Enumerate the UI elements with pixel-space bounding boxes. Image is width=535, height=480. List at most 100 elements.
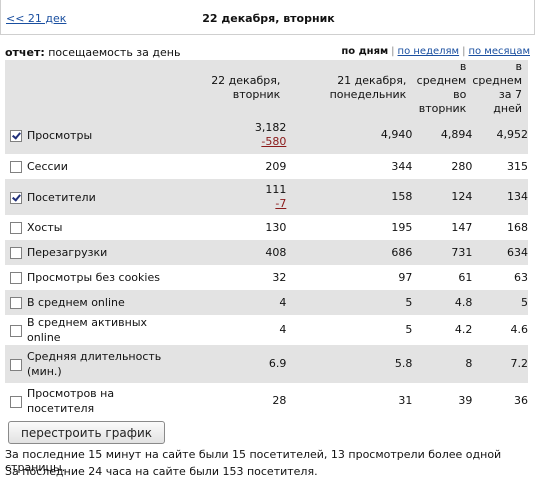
value-text: 4,952 — [496, 128, 529, 141]
text-line: Просмотры без cookies — [27, 271, 160, 284]
value-text: 7.2 — [510, 357, 529, 370]
metric-value-c1: 209 — [180, 154, 286, 179]
metric-name: Просмотров на посетителя — [27, 383, 180, 419]
value-text: 280 — [451, 159, 473, 173]
table-header-row: 22 декабря, вторник 21 декабря, понедельни… — [5, 60, 528, 116]
row-checkbox-cell — [5, 383, 27, 419]
value-difference-link[interactable]: -7 — [275, 197, 287, 210]
text-line: В среднем активных online — [27, 316, 148, 344]
text-line: Перезагрузки — [27, 246, 108, 259]
metric-value-c4: 5 — [472, 290, 528, 315]
metric-checkbox[interactable] — [10, 247, 22, 259]
table-row: Просмотров на посетителя 28 31 39 36 — [5, 383, 528, 419]
text-line: понедельник — [329, 88, 407, 101]
metric-value-c2: 5 — [286, 290, 412, 315]
value-text: 134 — [507, 190, 528, 203]
metric-checkbox[interactable] — [10, 324, 22, 337]
metric-value-c2: 4,940 — [286, 116, 413, 154]
metric-name: Хосты — [27, 215, 180, 240]
value-text: 147 — [451, 220, 473, 234]
row-checkbox-cell — [5, 116, 27, 154]
text-line: В среднем online — [27, 296, 125, 309]
metric-checkbox[interactable] — [10, 358, 22, 371]
text-line: Сессии — [27, 160, 68, 173]
value-text: 195 — [391, 220, 413, 234]
metric-value-c1: 32 — [180, 265, 286, 290]
metric-checkbox[interactable] — [10, 297, 22, 309]
row-checkbox-cell — [5, 315, 27, 345]
value-text: 130 — [265, 220, 287, 234]
table-row: Средняя длительность (мин.) 6.9 5.8 8 7.2 — [5, 345, 528, 383]
text-line: посетителя — [27, 402, 95, 415]
report-label: отчет: — [5, 46, 45, 59]
text-line: вторник — [418, 102, 467, 115]
metric-value-c4: 4.6 — [472, 315, 529, 345]
row-checkbox-cell — [5, 345, 27, 383]
value-text: 686 — [391, 245, 413, 259]
value-text: 63 — [514, 270, 528, 284]
stats-table: 22 декабря, вторник 21 декабря, понедельни… — [5, 60, 528, 419]
period-month-link[interactable]: по месяцам — [468, 46, 530, 57]
metric-value-c2: 5 — [286, 315, 412, 345]
text-line: в среднем — [416, 60, 467, 87]
period-separator: | — [462, 46, 466, 57]
row-checkbox-cell — [5, 240, 27, 265]
period-week-link[interactable]: по неделям — [397, 46, 460, 57]
metric-value-c4: 7.2 — [472, 345, 529, 383]
table-row: Перезагрузки 408 686 731 634 — [5, 240, 528, 265]
metric-value-c3: 61 — [412, 265, 472, 290]
metric-value-c3: 280 — [412, 154, 472, 179]
value-text: 4.2 — [454, 323, 473, 336]
daily-visitors-note: За последние 24 часа на сайте были 153 п… — [5, 465, 318, 478]
recent-visitors-note: За последние 15 минут на сайте были 15 п… — [5, 448, 502, 474]
metric-name: Средняя длительность (мин.) — [27, 345, 180, 383]
metric-name: Сессии — [27, 154, 180, 179]
value-text: 4.8 — [454, 295, 473, 309]
value-difference-link[interactable]: -580 — [261, 135, 287, 148]
metric-name: В среднем активных online — [27, 315, 180, 345]
text-line: Просмотры — [27, 128, 93, 142]
value-text: 4,894 — [440, 128, 473, 141]
metric-checkbox-checked[interactable] — [10, 129, 22, 142]
metric-value-c4: 168 — [472, 215, 528, 240]
table-body: Просмотры 3,182 -580 4,940 4,894 4,952 Сессии 2… — [5, 116, 528, 419]
metric-checkbox[interactable] — [10, 272, 22, 284]
report-caption: отчет: посещаемость за день — [5, 46, 180, 59]
value-text: 4 — [279, 323, 287, 336]
metric-value-c2: 686 — [286, 240, 412, 265]
header-checkbox-spacer — [5, 60, 27, 116]
metric-value-c1: 6.9 — [180, 345, 287, 383]
metric-name: Просмотры без cookies — [27, 265, 180, 290]
value-text: 408 — [265, 245, 287, 259]
row-checkbox-cell — [5, 265, 27, 290]
value-text: 634 — [507, 245, 528, 259]
metric-checkbox[interactable] — [10, 222, 22, 234]
metric-value-c2: 158 — [286, 179, 412, 215]
metric-value-c3: 8 — [412, 345, 472, 383]
metric-value-c2: 195 — [286, 215, 412, 240]
previous-day-link[interactable]: << 21 дек — [6, 12, 67, 25]
metric-value-c3: 39 — [412, 383, 472, 419]
table-row: В среднем online 4 5 4.8 5 — [5, 290, 528, 315]
value-text: 209 — [265, 159, 287, 173]
row-checkbox-cell — [5, 215, 27, 240]
metric-value-c1: 4 — [180, 315, 286, 345]
metric-value-c2: 5.8 — [286, 345, 413, 383]
metric-checkbox[interactable] — [10, 161, 22, 173]
metric-checkbox[interactable] — [10, 395, 22, 408]
metric-value-c1: 111 -7 — [180, 179, 286, 215]
metric-checkbox-checked[interactable] — [10, 191, 22, 204]
metric-value-c2: 97 — [286, 265, 412, 290]
metric-name: Перезагрузки — [27, 240, 180, 265]
text-line: вторник — [232, 88, 281, 101]
metric-value-c3: 147 — [412, 215, 472, 240]
value-text: 97 — [398, 270, 413, 284]
metric-value-c1: 130 — [180, 215, 286, 240]
value-text: 111 — [265, 183, 287, 196]
value-text: 731 — [451, 245, 473, 259]
value-text: 4 — [279, 295, 287, 309]
rebuild-chart-button[interactable]: перестроить график — [8, 421, 165, 444]
text-line: во — [453, 88, 467, 101]
value-text: 344 — [391, 159, 413, 173]
metric-value-c2: 344 — [286, 154, 412, 179]
